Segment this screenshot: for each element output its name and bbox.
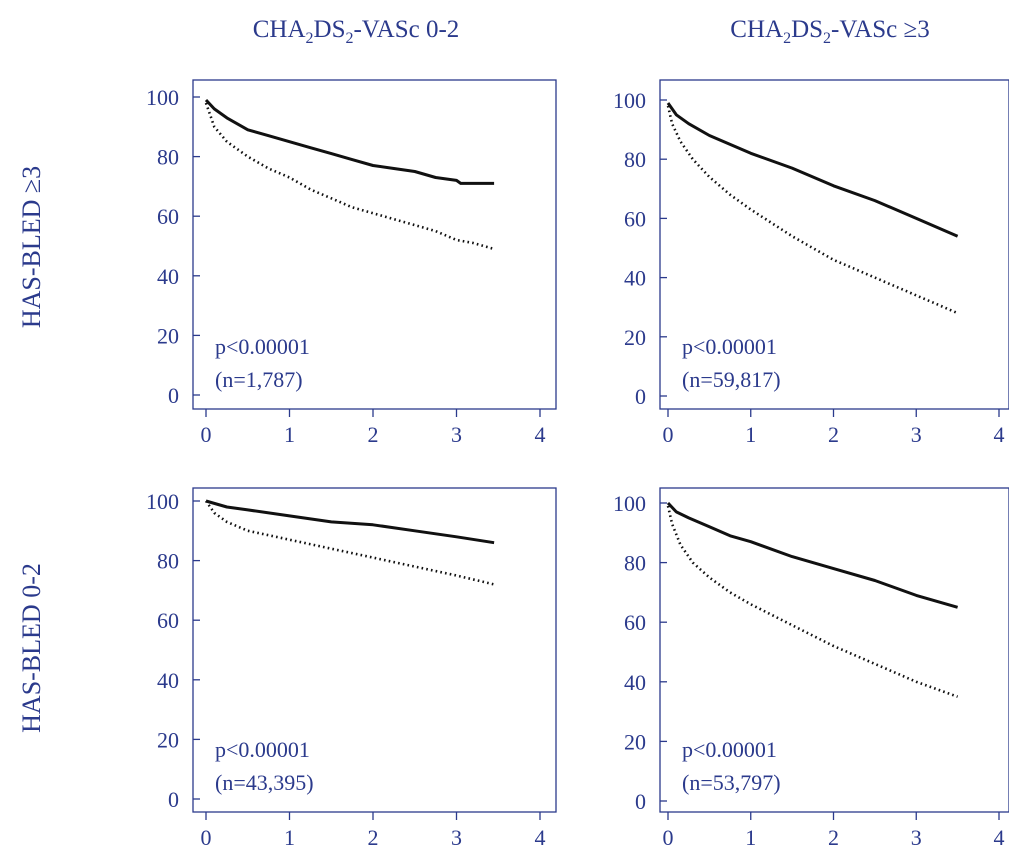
- y-tick-label: 60: [624, 206, 646, 231]
- x-tick-label: 2: [368, 422, 379, 447]
- x-tick-label: 1: [284, 825, 295, 849]
- y-tick-label: 60: [157, 608, 179, 633]
- y-tick-label: 100: [613, 88, 646, 113]
- x-tick-label: 4: [994, 422, 1005, 447]
- x-tick-label: 2: [828, 422, 839, 447]
- x-tick-label: 4: [535, 825, 546, 849]
- y-tick-label: 40: [624, 670, 646, 695]
- plot-frame: [192, 79, 557, 410]
- x-tick-label: 4: [535, 422, 546, 447]
- x-tick-label: 0: [663, 825, 674, 849]
- y-tick-label: 20: [624, 325, 646, 350]
- panel-bottom-left: 0 20 40 60 80 100 0 1 2 3 4 p<0.00001 (n=43,395): [146, 487, 557, 850]
- y-tick-label: 80: [157, 549, 179, 574]
- series-line-solid: [666, 102, 959, 238]
- p-value-annotation: p<0.00001: [682, 737, 777, 762]
- panel-top-left: 0 20 40 60 80 100 0 1 2 3 4 p<0.00001 (n=1,787): [146, 79, 557, 447]
- plot-frame: [659, 79, 1009, 410]
- x-tick-label: 3: [451, 422, 462, 447]
- y-tick-label: 40: [157, 264, 179, 289]
- x-tick-label: 2: [828, 825, 839, 849]
- series-line-solid: [666, 501, 959, 609]
- row-header-bottom: HAS-BLED 0-2: [17, 563, 46, 733]
- y-tick-label: 20: [624, 729, 646, 754]
- y-tick-label: 0: [168, 383, 179, 408]
- column-header-left: CHA2DS2-VASc 0-2: [253, 16, 460, 47]
- y-tick-label: 80: [157, 145, 179, 170]
- p-value-annotation: p<0.00001: [215, 737, 310, 762]
- x-tick-label: 2: [368, 825, 379, 849]
- x-tick-label: 3: [911, 825, 922, 849]
- y-tick-label: 40: [624, 266, 646, 291]
- series-line-dotted: [666, 505, 959, 698]
- x-tick-label: 0: [201, 825, 212, 849]
- x-tick-label: 1: [745, 825, 756, 849]
- plot-frame: [192, 487, 557, 813]
- y-tick-label: 100: [146, 85, 179, 110]
- y-tick-label: 60: [624, 610, 646, 635]
- y-tick-label: 40: [157, 668, 179, 693]
- series-line-dotted: [666, 105, 959, 315]
- x-tick-label: 1: [284, 422, 295, 447]
- series-line-solid: [205, 499, 495, 545]
- x-tick-label: 0: [201, 422, 212, 447]
- y-tick-label: 20: [157, 323, 179, 348]
- y-tick-label: 100: [146, 489, 179, 514]
- series-line-dotted: [204, 500, 495, 586]
- panel-bottom-right: 0 20 40 60 80 100 0 1 2 3 4 p<0.00001 (n=53,797): [613, 487, 1009, 850]
- sample-size-annotation: (n=43,395): [215, 770, 314, 795]
- y-tick-label: 0: [635, 789, 646, 814]
- x-tick-label: 4: [994, 825, 1005, 849]
- x-tick-label: 3: [451, 825, 462, 849]
- series-line-dotted: [204, 102, 495, 251]
- p-value-annotation: p<0.00001: [682, 334, 777, 359]
- column-header-right: CHA2DS2-VASc ≥3: [730, 16, 929, 47]
- sample-size-annotation: (n=1,787): [215, 367, 303, 392]
- row-header-top: HAS-BLED ≥3: [17, 166, 46, 328]
- y-tick-label: 80: [624, 147, 646, 172]
- y-tick-label: 80: [624, 551, 646, 576]
- x-tick-label: 0: [663, 422, 674, 447]
- sample-size-annotation: (n=59,817): [682, 367, 781, 392]
- x-tick-label: 3: [911, 422, 922, 447]
- x-tick-label: 1: [745, 422, 756, 447]
- sample-size-annotation: (n=53,797): [682, 770, 781, 795]
- plot-frame: [659, 487, 1009, 813]
- y-tick-label: 0: [168, 787, 179, 812]
- series-line-solid: [204, 98, 495, 185]
- y-tick-label: 60: [157, 204, 179, 229]
- p-value-annotation: p<0.00001: [215, 334, 310, 359]
- panel-top-right: 0 20 40 60 80 100 0 1 2 3 4 p<0.00001 (n=59,817): [613, 79, 1009, 447]
- y-tick-label: 100: [613, 491, 646, 516]
- y-tick-label: 0: [635, 384, 646, 409]
- y-tick-label: 20: [157, 727, 179, 752]
